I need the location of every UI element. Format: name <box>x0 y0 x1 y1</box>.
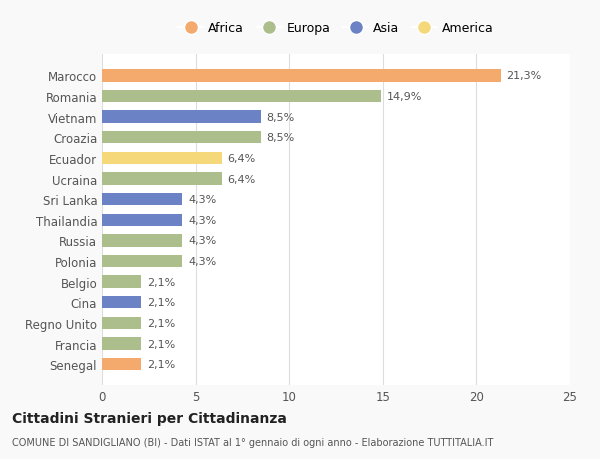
Bar <box>102 111 261 123</box>
Bar <box>102 173 222 185</box>
Text: 4,3%: 4,3% <box>188 195 217 205</box>
Text: 14,9%: 14,9% <box>386 92 422 102</box>
Text: 6,4%: 6,4% <box>227 174 256 184</box>
Text: 2,1%: 2,1% <box>147 318 175 328</box>
Text: 4,3%: 4,3% <box>188 236 217 246</box>
Text: 2,1%: 2,1% <box>147 339 175 349</box>
Text: Cittadini Stranieri per Cittadinanza: Cittadini Stranieri per Cittadinanza <box>12 411 287 425</box>
Bar <box>102 70 501 83</box>
Bar <box>102 91 381 103</box>
Text: 4,3%: 4,3% <box>188 257 217 267</box>
Bar <box>102 297 142 309</box>
Text: 21,3%: 21,3% <box>506 71 542 81</box>
Legend: Africa, Europa, Asia, America: Africa, Europa, Asia, America <box>175 18 497 39</box>
Text: COMUNE DI SANDIGLIANO (BI) - Dati ISTAT al 1° gennaio di ogni anno - Elaborazion: COMUNE DI SANDIGLIANO (BI) - Dati ISTAT … <box>12 437 493 447</box>
Text: 8,5%: 8,5% <box>267 133 295 143</box>
Bar <box>102 214 182 226</box>
Bar <box>102 317 142 330</box>
Text: 4,3%: 4,3% <box>188 215 217 225</box>
Bar <box>102 132 261 144</box>
Text: 6,4%: 6,4% <box>227 154 256 163</box>
Bar <box>102 194 182 206</box>
Text: 2,1%: 2,1% <box>147 297 175 308</box>
Bar <box>102 255 182 268</box>
Text: 2,1%: 2,1% <box>147 277 175 287</box>
Bar <box>102 358 142 370</box>
Text: 8,5%: 8,5% <box>267 112 295 123</box>
Bar <box>102 338 142 350</box>
Text: 2,1%: 2,1% <box>147 359 175 369</box>
Bar <box>102 276 142 288</box>
Bar <box>102 152 222 165</box>
Bar <box>102 235 182 247</box>
